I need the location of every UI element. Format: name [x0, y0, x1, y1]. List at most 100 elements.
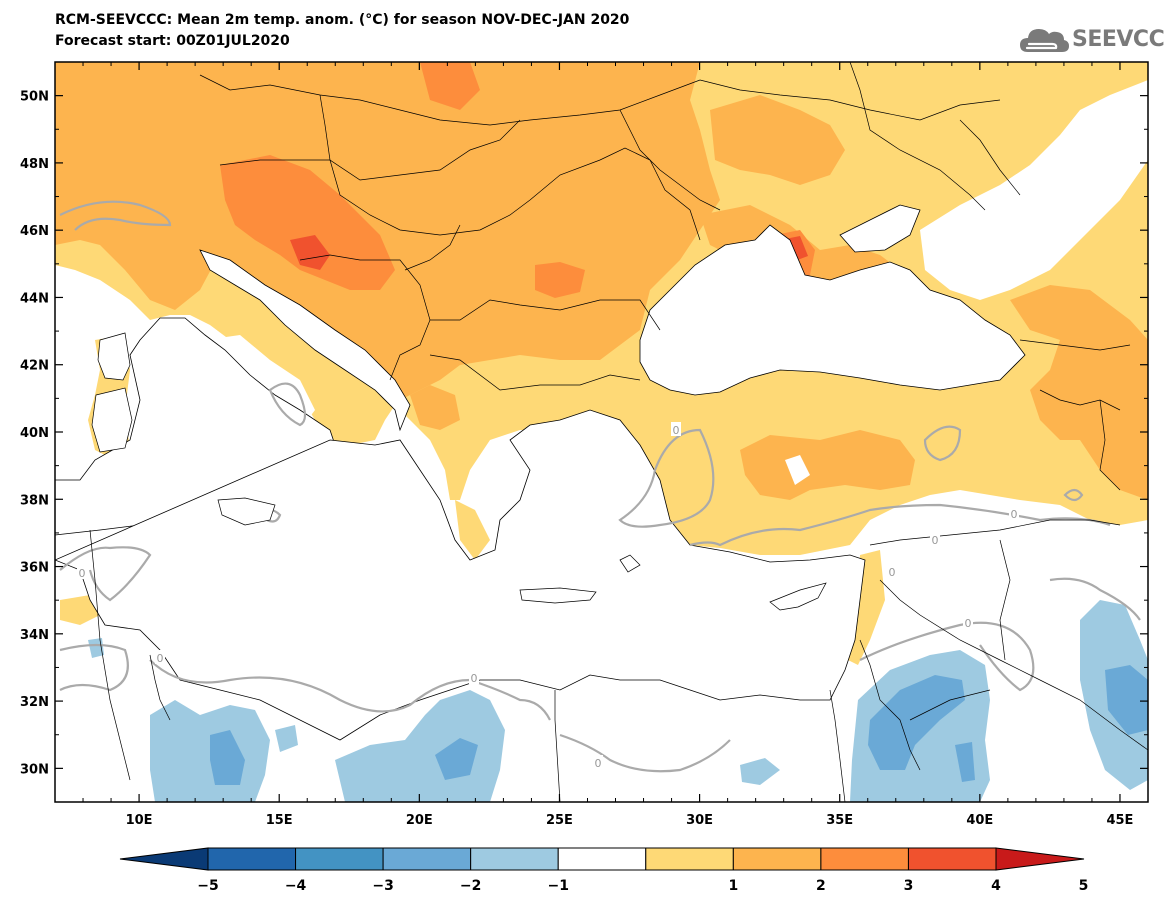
contour-label: 0 — [1011, 508, 1018, 521]
zero-contour-levant — [689, 503, 1111, 547]
ionian-aegean-sea — [55, 409, 866, 741]
colorbar-extend-low — [119, 847, 209, 871]
lat-tick-label: 36N — [20, 561, 49, 576]
lat-tick-label: 48N — [20, 157, 49, 172]
map-title: RCM-SEEVCCC: Mean 2m temp. anom. (°C) fo… — [55, 12, 630, 28]
zero-contour-alps — [59, 200, 172, 231]
sicily-island — [217, 497, 276, 526]
contour-label: 0 — [965, 617, 972, 630]
colorbar-swatch — [295, 847, 384, 871]
border-turkey-syria — [869, 519, 1121, 546]
black-sea — [639, 224, 1026, 396]
contour-label-bg — [155, 650, 165, 664]
contour-label: 0 — [889, 566, 896, 579]
contour-label: 0 — [471, 672, 478, 685]
colorbar-label: 4 — [991, 878, 1001, 894]
anomaly-region-2-3-balkans — [410, 385, 460, 430]
border-croatia — [404, 224, 461, 271]
anomaly-region-1-2-greece-coast — [455, 500, 490, 560]
near-zero-region-russia — [920, 80, 1148, 300]
contour-label: 0 — [157, 652, 164, 665]
border-balkans-west — [299, 254, 431, 381]
border-libya-egypt — [554, 690, 561, 802]
anomaly-region-neg1-2-egypt — [740, 758, 780, 785]
zero-contour-jordan — [859, 621, 1035, 692]
contour-label-bg — [887, 564, 897, 578]
crete-island — [519, 587, 597, 604]
anomaly-region-3-4-germany — [420, 62, 480, 110]
colorbar-label: −5 — [197, 878, 218, 894]
seevccc-logo: SEEVCCC — [1018, 22, 1165, 56]
lat-tick-label: 30N — [20, 762, 49, 777]
border-jordan-saudi — [859, 639, 921, 771]
lat-tick-label: 34N — [20, 628, 49, 643]
anomaly-region-2-3-central-europe — [55, 62, 720, 400]
anomaly-region-neg2-3-arabia — [868, 675, 965, 770]
lat-tick-label: 46N — [20, 224, 49, 239]
latitude-ticks: 30N 32N 34N 36N 38N 40N 42N 44N 46N 48N 50N — [20, 90, 1148, 777]
border-syria-iraq — [879, 579, 1148, 751]
zero-contour-egypt — [559, 733, 731, 773]
longitude-ticks: 10E 15E 20E 25E 30E 35E 40E 45E — [54, 62, 1149, 828]
lat-tick-label: 42N — [20, 359, 49, 374]
border-bulgaria-greece — [429, 354, 641, 391]
sea-of-azov — [839, 204, 921, 253]
border-caucasus — [1019, 339, 1131, 351]
anomaly-region-neg1-2-small — [275, 725, 298, 752]
contour-label: 0 — [79, 567, 86, 580]
forecast-start-label: Forecast start: 00Z01JUL2020 — [55, 33, 290, 49]
anomaly-region-neg2-3-iraq — [1105, 665, 1148, 735]
logo-text: SEEVCCC — [1072, 27, 1165, 52]
contour-label: 0 — [932, 534, 939, 547]
lon-tick-label: 45E — [1106, 813, 1133, 828]
border-armenia-iran — [1099, 399, 1121, 491]
lat-tick-label: 38N — [20, 493, 49, 508]
anomaly-region-2-3-anatolia — [740, 430, 915, 500]
contour-label-bg — [1009, 506, 1019, 520]
border-georgia-armenia — [1039, 389, 1121, 411]
colorbar-swatch — [907, 847, 997, 871]
colorbar-label: −1 — [547, 878, 568, 894]
cyprus-island — [769, 582, 827, 611]
zero-contour-algeria — [59, 643, 129, 692]
border-tunisia-libya — [149, 654, 171, 721]
zero-contour-italy — [268, 382, 307, 427]
colorbar-swatch — [645, 847, 734, 871]
contour-label: 0 — [595, 757, 602, 770]
anomaly-region-1-2-tunisia — [60, 595, 100, 625]
lat-tick-label: 40N — [20, 426, 49, 441]
contour-label-bg — [593, 755, 603, 769]
lat-tick-label: 32N — [20, 695, 49, 710]
rhodes-island — [619, 554, 641, 573]
colorbar-label: −2 — [460, 878, 481, 894]
lon-tick-label: 25E — [546, 813, 573, 828]
colorbar-swatch — [470, 847, 559, 871]
colorbar-swatch — [557, 847, 647, 871]
country-borders — [89, 62, 1148, 802]
anomaly-region-3-4-alps — [220, 155, 395, 290]
anomaly-region-neg2-3-arabia-south — [955, 742, 975, 782]
anomaly-region-neg2-3-libya — [210, 730, 245, 785]
colorbar-label: 3 — [904, 878, 914, 894]
zero-contour-iraq — [1049, 577, 1141, 621]
colorbar-swatch — [820, 847, 909, 871]
contour-label-bg — [963, 615, 973, 629]
lon-tick-label: 20E — [406, 813, 433, 828]
border-ukraine-russia — [849, 62, 986, 211]
border-serbia-bulgaria — [430, 299, 661, 331]
contour-label-bg — [930, 532, 940, 546]
near-zero-region-anatolia — [785, 455, 810, 485]
lat-tick-label: 44N — [20, 291, 49, 306]
colorbar-extend-high — [995, 847, 1085, 871]
border-jordan-iraq — [909, 689, 991, 721]
map-canvas — [55, 62, 1148, 802]
border-ukraine-belarus — [699, 79, 1001, 121]
border-moldova — [619, 109, 721, 211]
border-czech-austria — [319, 94, 521, 181]
border-hungary-romania — [329, 147, 701, 241]
colorbar-swatch — [207, 847, 297, 871]
lat-tick-label: 50N — [20, 90, 49, 105]
adriatic-sea — [199, 249, 411, 432]
cloud-icon — [1020, 29, 1069, 52]
